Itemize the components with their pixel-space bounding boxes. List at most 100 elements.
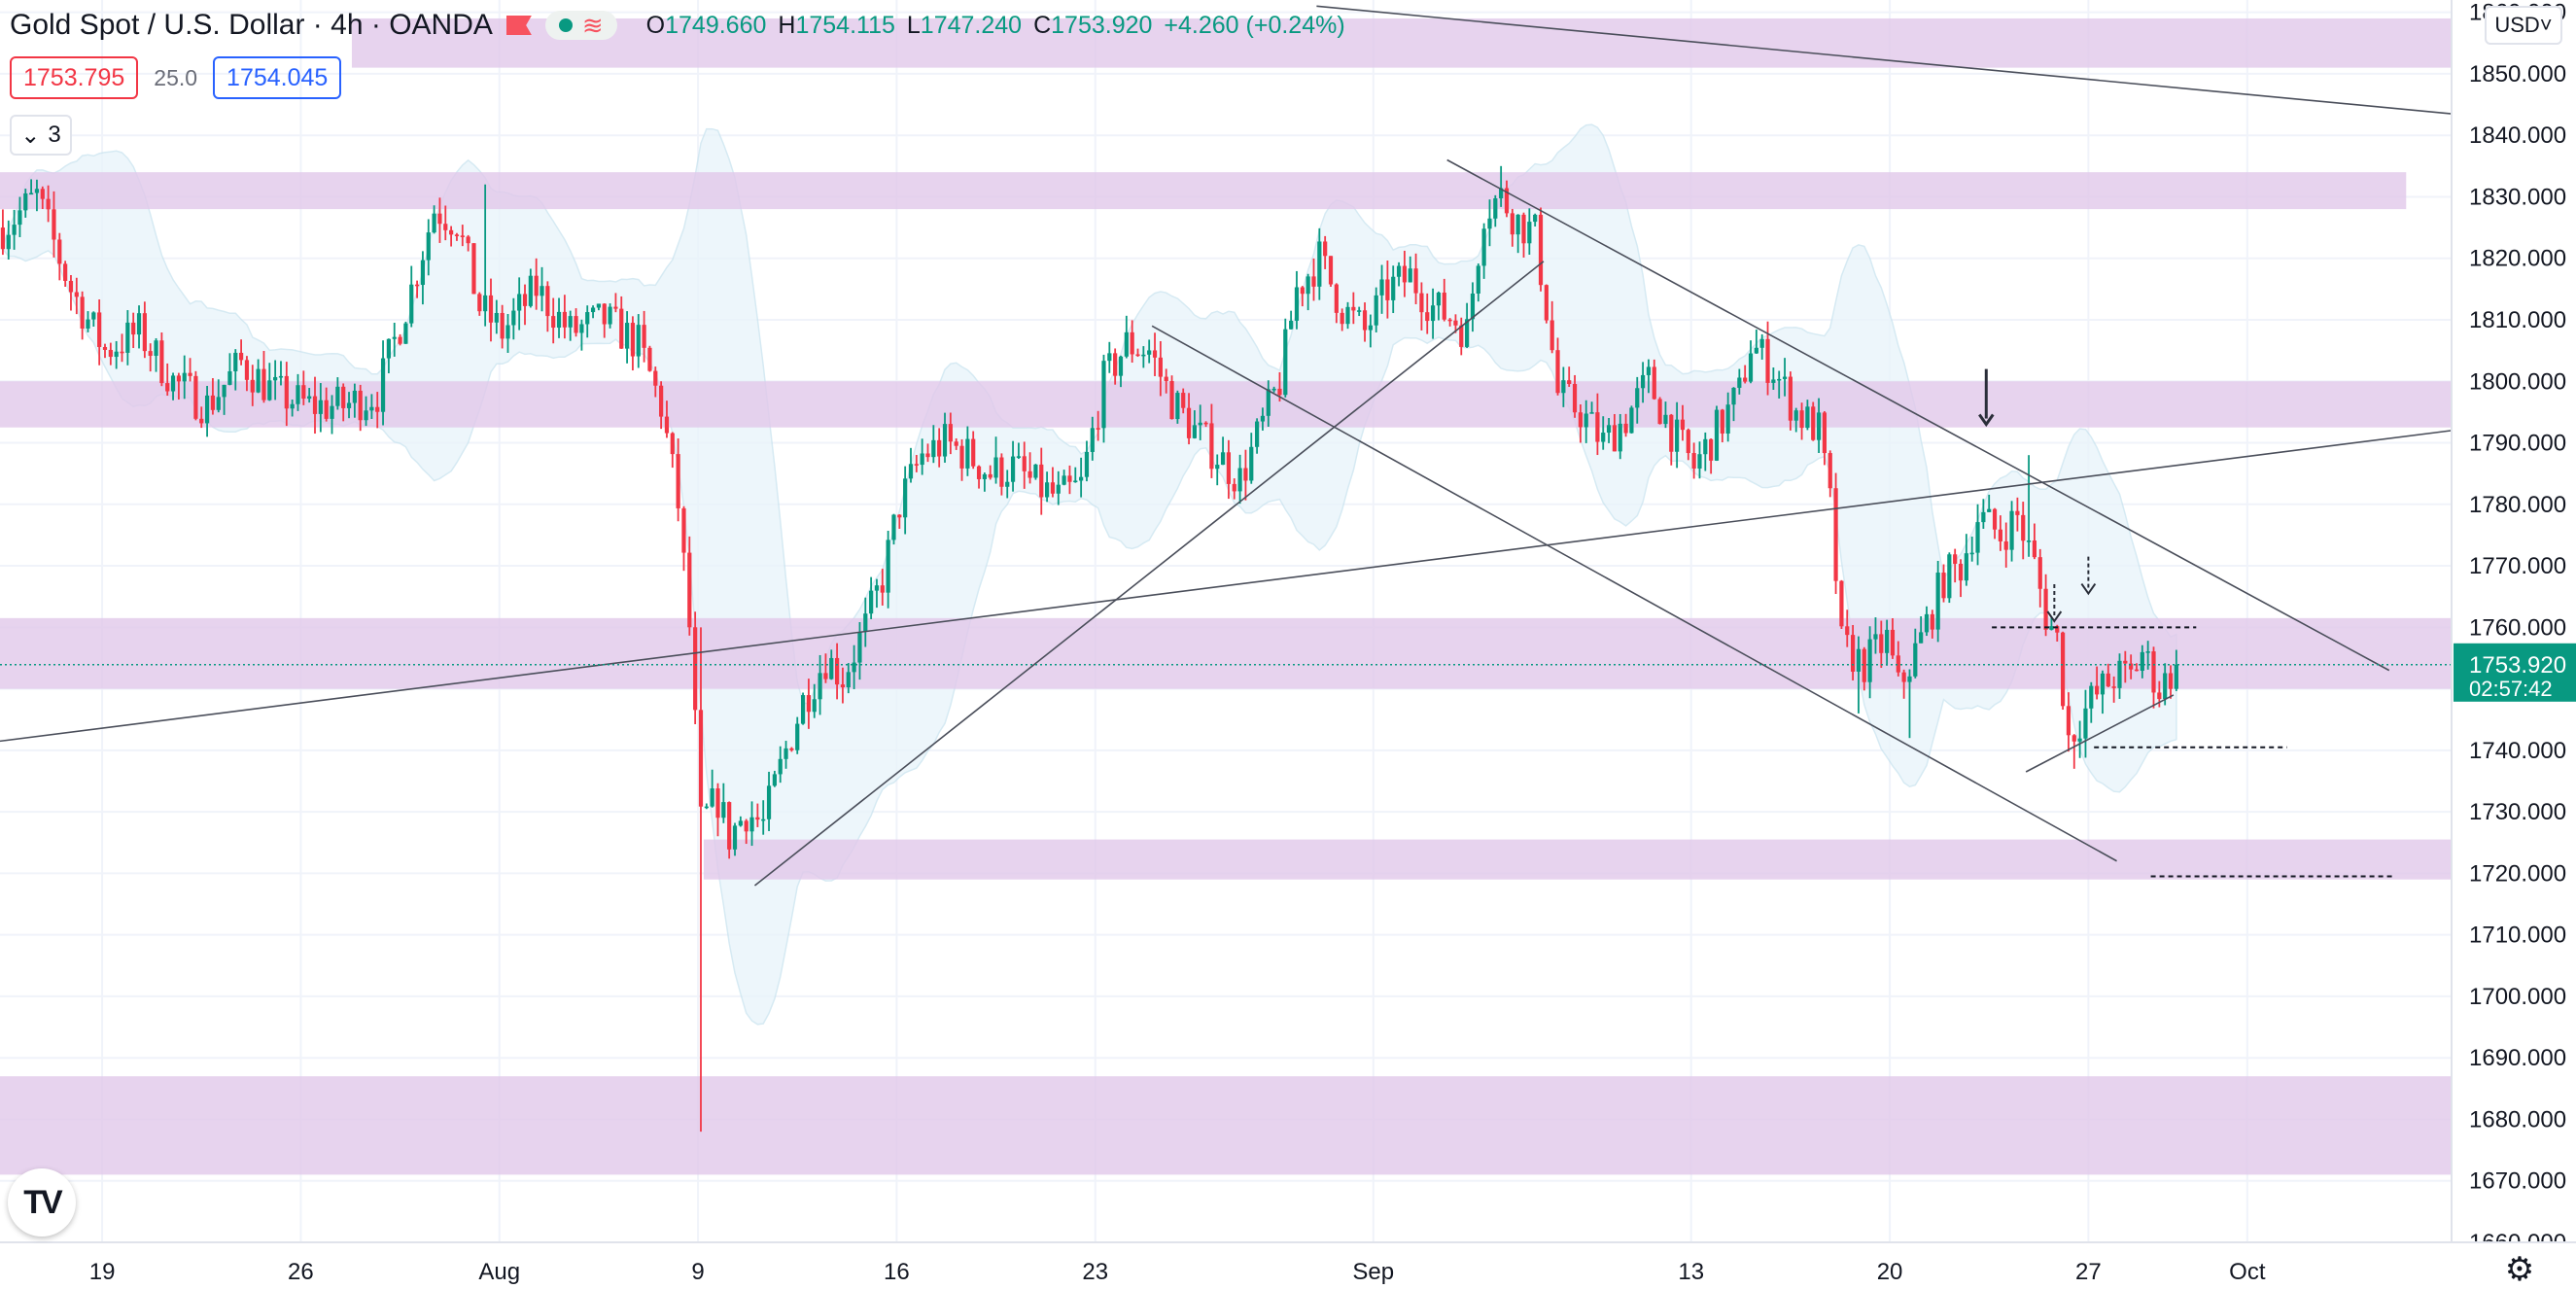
candle bbox=[494, 299, 499, 334]
candle-body bbox=[976, 466, 982, 479]
candle-body bbox=[409, 284, 414, 324]
candle-body bbox=[1953, 554, 1958, 564]
candle-body bbox=[68, 280, 74, 293]
candle-body bbox=[2106, 673, 2110, 687]
candle bbox=[471, 243, 476, 295]
tradingview-logo-icon[interactable]: TV bbox=[8, 1168, 76, 1237]
candle-body bbox=[2043, 588, 2048, 630]
candle bbox=[818, 654, 822, 715]
candle-body bbox=[86, 319, 90, 329]
candle bbox=[63, 261, 68, 287]
candle bbox=[1368, 314, 1373, 348]
candle bbox=[86, 311, 90, 332]
candle-body bbox=[1005, 481, 1010, 487]
candle-body bbox=[1311, 276, 1316, 287]
price-axis[interactable]: 1660.0001670.0001680.0001690.0001700.000… bbox=[2451, 0, 2576, 1289]
candle-body bbox=[1062, 475, 1066, 485]
candle-body bbox=[1453, 320, 1458, 326]
candle bbox=[2123, 650, 2128, 683]
drawn-trendlines[interactable] bbox=[0, 5, 2453, 887]
high-value: 1754.115 bbox=[795, 11, 895, 39]
candle-body bbox=[1340, 312, 1344, 325]
candle-body bbox=[46, 198, 51, 210]
candle bbox=[364, 396, 368, 427]
candle-body bbox=[1652, 366, 1656, 400]
candle bbox=[2043, 574, 2048, 637]
candle bbox=[1697, 441, 1702, 479]
candle bbox=[596, 303, 602, 311]
candle-body bbox=[2021, 514, 2026, 541]
candle bbox=[755, 803, 760, 827]
candle-body bbox=[1515, 214, 1520, 235]
buy-price-button[interactable]: 1754.045 bbox=[213, 56, 342, 99]
candle-body bbox=[630, 323, 636, 357]
candle-body bbox=[375, 406, 380, 412]
gear-icon[interactable]: ⚙ bbox=[2504, 1251, 2535, 1288]
candle-body bbox=[1255, 421, 1260, 447]
candle bbox=[505, 314, 510, 353]
candle-body bbox=[2123, 660, 2128, 664]
candle-body bbox=[1601, 433, 1606, 442]
candle-body bbox=[131, 322, 136, 335]
candle bbox=[715, 783, 720, 837]
candle-body bbox=[1510, 213, 1514, 235]
currency-selector[interactable]: USD ˅ bbox=[2485, 6, 2562, 45]
candle bbox=[256, 359, 261, 394]
indicators-toggle-button[interactable]: ⌄ 3 bbox=[10, 115, 72, 156]
candle bbox=[789, 747, 794, 752]
candle-body bbox=[380, 358, 386, 412]
candle bbox=[1652, 359, 1656, 401]
candle-body bbox=[500, 312, 505, 339]
candle bbox=[590, 305, 596, 319]
candle bbox=[1294, 270, 1300, 330]
broker-label: OANDA bbox=[389, 9, 493, 41]
status-pill[interactable]: ≋ bbox=[544, 11, 617, 40]
candle bbox=[602, 303, 607, 338]
candle bbox=[693, 611, 698, 725]
candle-body bbox=[1549, 320, 1554, 351]
trendline bbox=[1151, 325, 2117, 862]
trendline bbox=[753, 261, 1545, 887]
candle-body bbox=[449, 229, 454, 235]
candle bbox=[2037, 548, 2042, 608]
indicator-count: 3 bbox=[48, 122, 61, 148]
candle bbox=[1635, 376, 1640, 424]
candle bbox=[1283, 318, 1288, 398]
market-status-flag-icon[interactable] bbox=[505, 16, 532, 35]
sell-price-button[interactable]: 1753.795 bbox=[10, 56, 139, 99]
price-tick-label: 1780.000 bbox=[2469, 492, 2566, 518]
candle-body bbox=[52, 209, 56, 240]
candle bbox=[1209, 403, 1214, 478]
candle-body bbox=[91, 312, 96, 320]
candle bbox=[1073, 467, 1078, 483]
candle-body bbox=[1856, 648, 1862, 672]
candle bbox=[778, 746, 783, 784]
candle bbox=[1850, 624, 1856, 680]
candle bbox=[1465, 302, 1470, 348]
candle-body bbox=[1731, 387, 1736, 405]
candle bbox=[1481, 223, 1486, 279]
candle-body bbox=[1056, 484, 1061, 494]
candle bbox=[131, 312, 136, 349]
candle bbox=[840, 667, 846, 704]
candle-body bbox=[971, 438, 976, 467]
candle bbox=[2163, 663, 2168, 706]
candle bbox=[426, 219, 431, 276]
candle bbox=[1675, 401, 1680, 469]
candle-body bbox=[1635, 388, 1640, 408]
price-zone bbox=[0, 172, 2407, 210]
candle-body bbox=[1919, 632, 1924, 644]
candle bbox=[1402, 250, 1407, 297]
candle bbox=[2021, 502, 2026, 560]
symbol-title[interactable]: Gold Spot / U.S. Dollar · 4h · OANDA bbox=[10, 9, 493, 41]
candle-body bbox=[1192, 425, 1197, 438]
candle bbox=[165, 363, 170, 396]
candle bbox=[500, 304, 505, 349]
candle-body bbox=[1033, 464, 1038, 478]
candle bbox=[290, 399, 295, 417]
candle-body bbox=[891, 514, 896, 540]
time-tick-label: Aug bbox=[478, 1259, 520, 1285]
candle bbox=[1714, 405, 1720, 462]
time-axis[interactable]: 19 26 Aug 9 16 23 Sep 13 20 27 Oct bbox=[0, 1241, 2576, 1289]
